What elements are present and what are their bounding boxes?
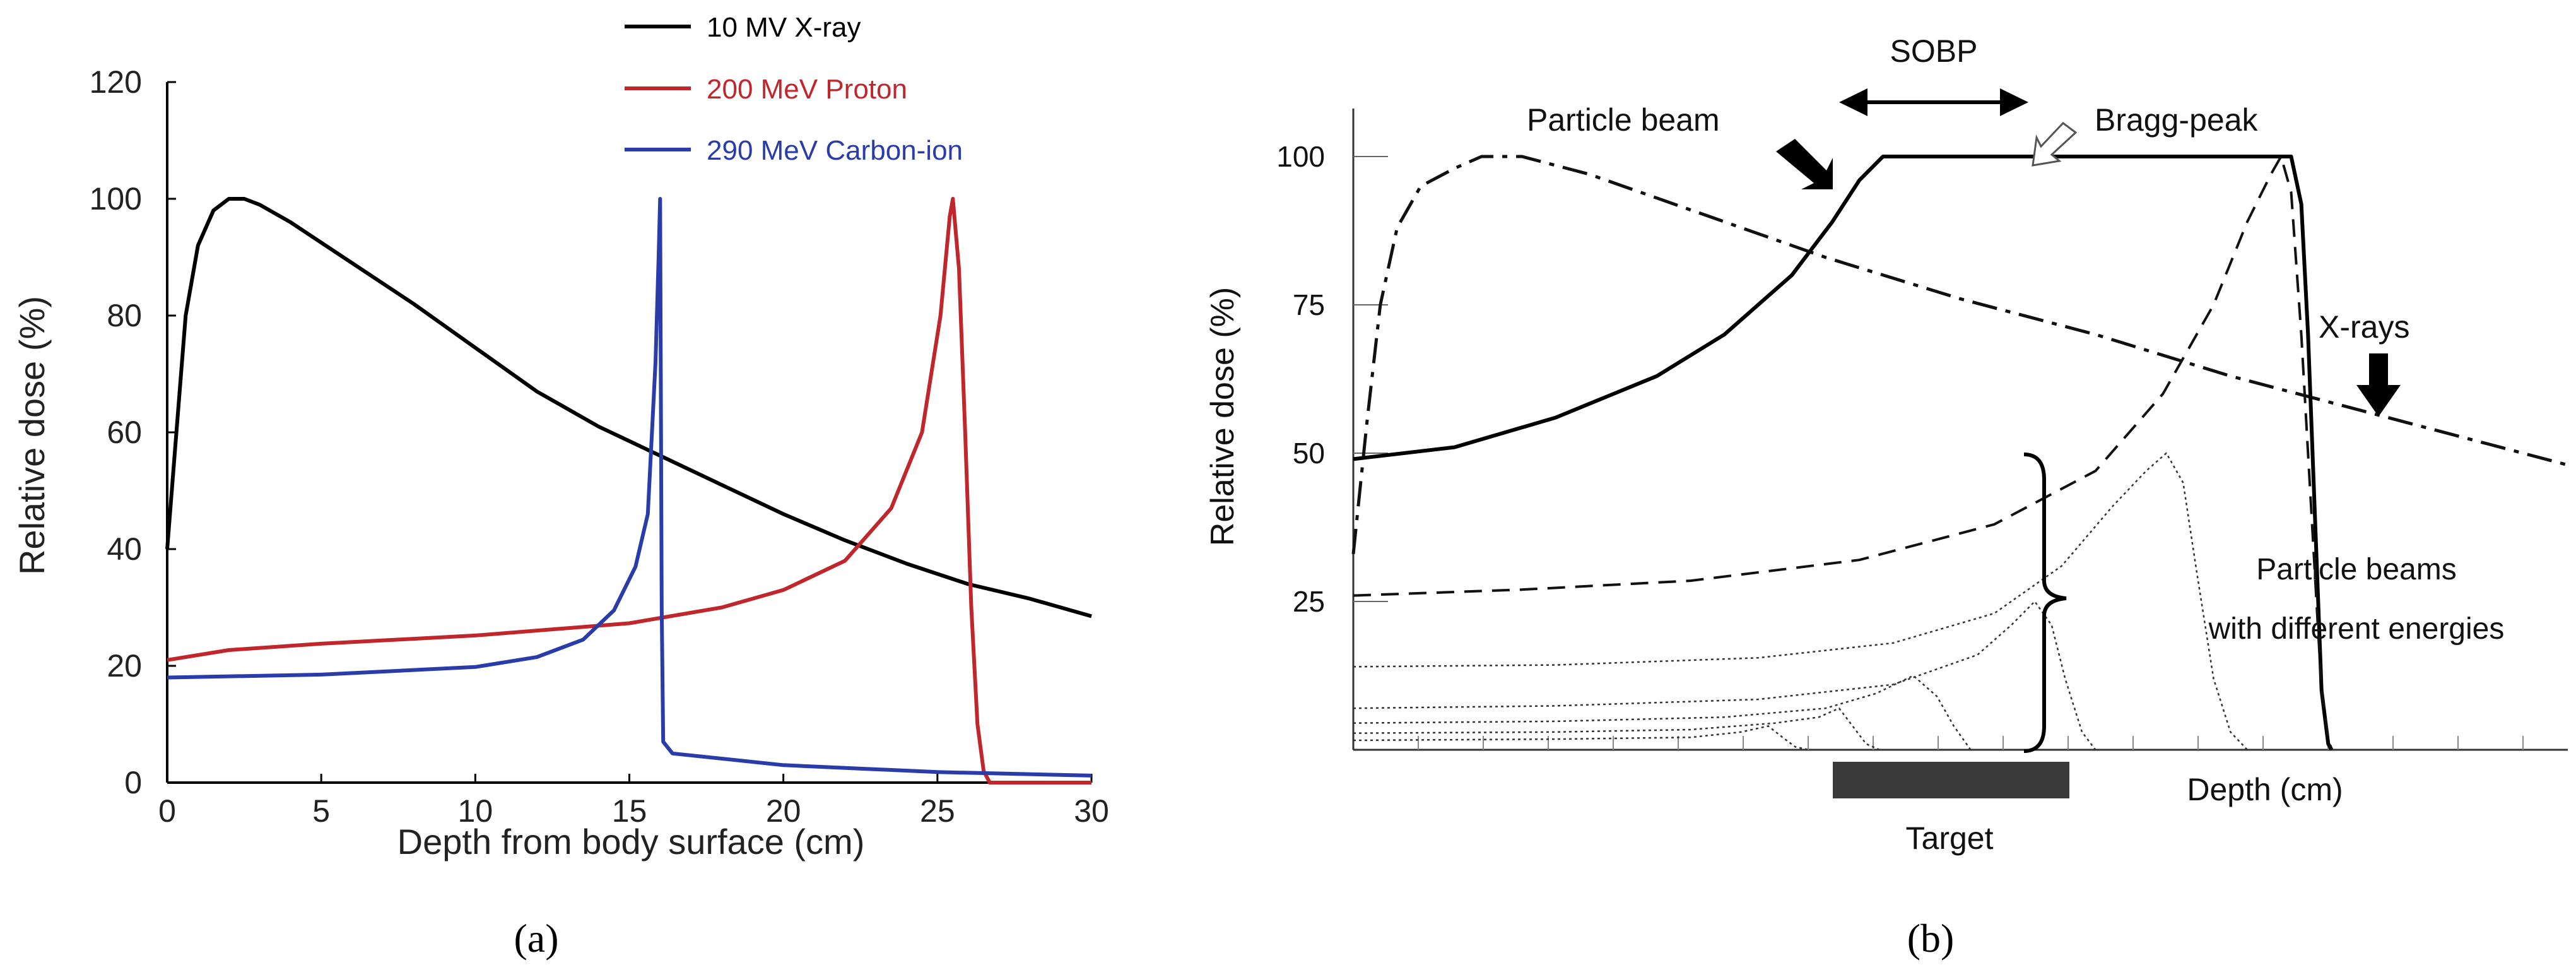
series-line-sobp-particle-beam bbox=[1353, 155, 2334, 751]
panel-a-x-tick-label: 30 bbox=[1074, 793, 1109, 829]
panel-b-y-tick-label: 75 bbox=[1293, 288, 1325, 321]
series-line-x-rays bbox=[1351, 155, 2568, 555]
panel-a-y-axis-label: Relative dose (%) bbox=[12, 296, 52, 575]
panel-a-x-tick-label: 0 bbox=[158, 793, 176, 829]
panel-a-y-tick-label: 100 bbox=[90, 181, 142, 216]
panel-a-x-tick-label: 20 bbox=[766, 793, 801, 829]
panel-a-y-tick-label: 40 bbox=[107, 531, 142, 567]
panel-a-series bbox=[165, 197, 1092, 785]
panel-b-x-ticks bbox=[1418, 736, 2524, 750]
panel-a-y-tick-label: 80 bbox=[107, 298, 142, 333]
sobp-label: SOBP bbox=[1890, 33, 1978, 69]
legend-label-proton: 200 MeV Proton bbox=[707, 74, 907, 105]
bragg-peak-label: Bragg-peak bbox=[2095, 102, 2258, 138]
series-line-particle-beam-energy-6 bbox=[1353, 725, 1809, 751]
particle-beams-label-line1: Particle beams bbox=[2256, 553, 2456, 586]
panel-b-y-axis-label: Relative dose (%) bbox=[1204, 287, 1241, 546]
series-line-bragg-peak-highest-energy bbox=[1353, 155, 2333, 750]
panel-a-y-tick-label: 0 bbox=[124, 765, 142, 800]
panel-b-y-tick-label: 50 bbox=[1293, 437, 1325, 470]
panel-a-y-tick-label: 120 bbox=[90, 64, 142, 100]
panel-b-y-tick-label: 100 bbox=[1276, 140, 1325, 173]
panel-b-label: (b) bbox=[1907, 916, 1955, 961]
series-line-particle-beam-energy-5 bbox=[1353, 707, 1880, 751]
legend-label-carbon: 290 MeV Carbon-ion bbox=[707, 135, 963, 166]
series-line-particle-beam-energy-4 bbox=[1353, 675, 1972, 750]
series-line-10-mv-x-ray bbox=[165, 197, 1092, 619]
series-line-particle-beam-energy-2 bbox=[1353, 452, 2248, 750]
panel-a-legend: 10 MV X-ray 200 MeV Proton 290 MeV Carbo… bbox=[625, 12, 963, 166]
x-rays-label: X-rays bbox=[2319, 309, 2409, 345]
panel-a-y-tick-label: 20 bbox=[107, 648, 142, 684]
sobp-double-arrow bbox=[1839, 88, 2028, 116]
series-line-200-mev-proton bbox=[167, 197, 1091, 785]
panel-a-y-tick-label: 60 bbox=[107, 415, 142, 450]
target-label: Target bbox=[1906, 820, 1994, 856]
panel-a-x-tick-label: 15 bbox=[612, 793, 647, 829]
panel-a-x-tick-label: 5 bbox=[312, 793, 330, 829]
particle-beam-arrow-icon bbox=[1776, 139, 1833, 189]
panel-b-series bbox=[1351, 155, 2568, 751]
panel-b-y-ticks: 25 50 75 100 bbox=[1276, 140, 1388, 618]
series-line-290-mev-carbon-ion bbox=[167, 197, 1092, 778]
panel-a-x-ticks: 0 5 10 15 20 25 30 bbox=[158, 774, 1109, 829]
legend-label-xray: 10 MV X-ray bbox=[707, 12, 861, 43]
panel-a-x-tick-label: 25 bbox=[920, 793, 955, 829]
panel-a-x-tick-label: 10 bbox=[458, 793, 493, 829]
x-rays-arrow-icon bbox=[2356, 353, 2401, 417]
panel-a: 0 5 10 15 20 25 30 0 20 40 60 80 100 120 10 MV X-ray… bbox=[12, 12, 1109, 961]
panel-b-x-axis-label: Depth (cm) bbox=[2187, 772, 2343, 807]
panel-a-y-ticks: 0 20 40 60 80 100 120 bbox=[90, 64, 176, 800]
panel-a-x-axis-label: Depth from body surface (cm) bbox=[397, 822, 865, 862]
particle-beams-label-line2: with different energies bbox=[2208, 612, 2505, 646]
bragg-peak-arrow-icon bbox=[2032, 121, 2078, 167]
particle-beam-label: Particle beam bbox=[1527, 102, 1720, 138]
series-line-particle-beam-energy-3 bbox=[1353, 600, 2097, 750]
target-bar bbox=[1833, 762, 2069, 798]
particle-beams-brace bbox=[2023, 453, 2067, 753]
panel-b-y-tick-label: 25 bbox=[1293, 585, 1325, 618]
panel-a-label: (a) bbox=[514, 916, 558, 961]
